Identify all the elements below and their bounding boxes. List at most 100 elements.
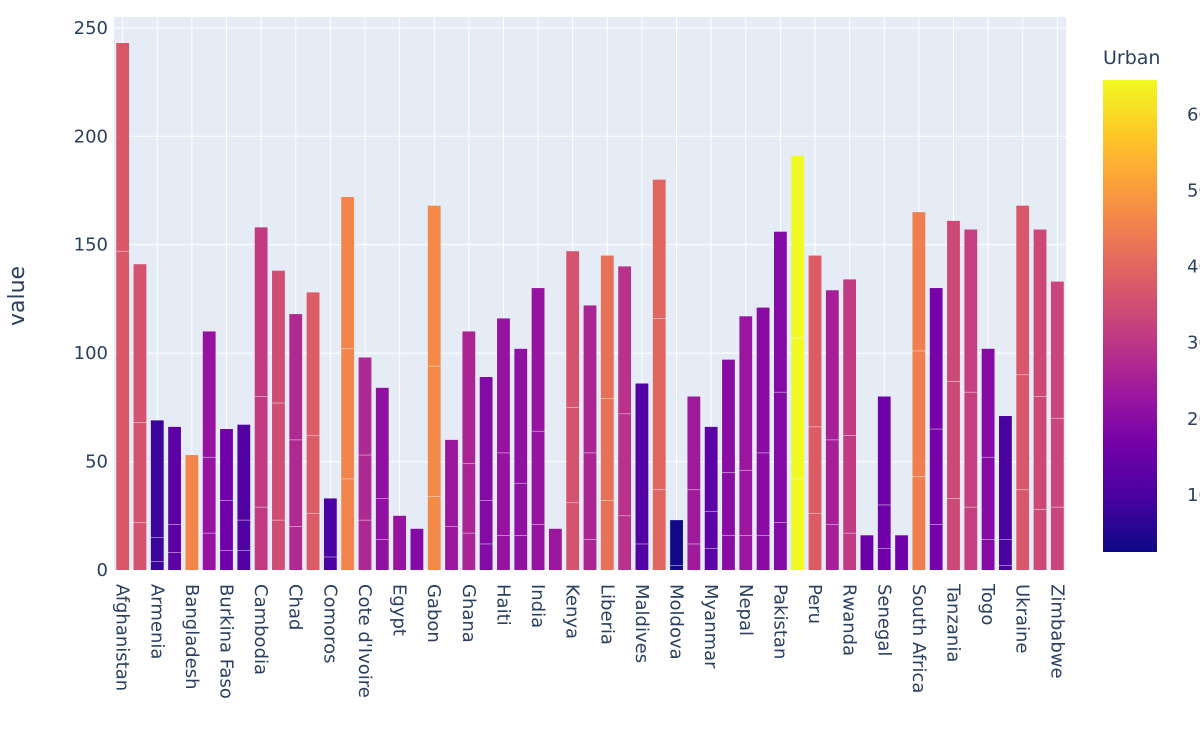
bar bbox=[981, 348, 995, 570]
y-tick-label: 100 bbox=[74, 343, 108, 364]
bar bbox=[237, 424, 251, 570]
bar bbox=[895, 535, 908, 570]
x-tick-label: Comoros bbox=[319, 584, 340, 664]
bar bbox=[739, 316, 753, 570]
x-tick-label: Myanmar bbox=[700, 584, 721, 669]
colorbar-tick-label: 50 bbox=[1187, 180, 1200, 201]
x-tick-label: Gabon bbox=[423, 584, 444, 643]
x-tick-label: Senegal bbox=[873, 584, 894, 656]
bar bbox=[843, 279, 857, 570]
bar bbox=[687, 396, 701, 570]
bar bbox=[600, 255, 614, 571]
colorbar-tick-label: 40 bbox=[1187, 257, 1200, 278]
bar bbox=[323, 498, 337, 570]
bar bbox=[185, 455, 199, 570]
x-tick-label: Liberia bbox=[596, 584, 617, 645]
bar bbox=[168, 426, 181, 570]
bar bbox=[133, 264, 147, 570]
colorbar bbox=[1103, 80, 1157, 552]
bar bbox=[479, 376, 493, 570]
bar bbox=[756, 307, 770, 570]
bar bbox=[652, 179, 666, 570]
y-tick-label: 150 bbox=[74, 235, 108, 256]
x-tick-label: Ukraine bbox=[1012, 584, 1033, 654]
colorbar-tick-label: 10 bbox=[1187, 485, 1200, 506]
x-tick-label: Kenya bbox=[562, 584, 583, 639]
bar bbox=[150, 420, 164, 570]
x-tick-label: Rwanda bbox=[839, 584, 860, 656]
bar bbox=[635, 383, 649, 570]
bar bbox=[1033, 229, 1047, 570]
bar bbox=[289, 314, 303, 570]
bar bbox=[791, 155, 805, 570]
bar bbox=[375, 387, 389, 570]
bar bbox=[272, 270, 285, 570]
bar bbox=[497, 318, 510, 570]
bar bbox=[566, 251, 580, 570]
x-tick-label: Nepal bbox=[735, 584, 756, 636]
bar bbox=[773, 231, 787, 570]
y-tick-label: 250 bbox=[74, 18, 108, 39]
x-tick-label: Haiti bbox=[492, 584, 513, 626]
bar bbox=[947, 220, 960, 570]
bar bbox=[306, 292, 320, 570]
bar bbox=[999, 416, 1012, 570]
bars bbox=[116, 43, 1064, 571]
x-axis-ticks: Afghanistan Armenia Bangladesh Burkina Faso… bbox=[112, 583, 1068, 699]
colorbar-tick-label: 60 bbox=[1187, 104, 1200, 125]
x-tick-label: Togo bbox=[977, 583, 998, 625]
bar bbox=[531, 288, 545, 570]
x-tick-label: Armenia bbox=[146, 584, 167, 659]
x-tick-label: Cote d'Ivoire bbox=[354, 584, 375, 698]
bar bbox=[358, 357, 372, 570]
y-axis-ticks: 0 50 100 150 200 250 bbox=[74, 18, 108, 581]
y-axis-title: value bbox=[5, 266, 30, 326]
bar bbox=[514, 348, 528, 570]
bar bbox=[1050, 281, 1064, 570]
bar bbox=[964, 229, 978, 570]
x-tick-label: Tanzania bbox=[942, 583, 963, 662]
bar bbox=[427, 205, 441, 570]
x-tick-label: Bangladesh bbox=[181, 584, 202, 690]
bar bbox=[410, 528, 424, 570]
x-tick-label: India bbox=[527, 584, 548, 628]
colorbar-tick-label: 30 bbox=[1187, 333, 1200, 354]
x-tick-label: Ghana bbox=[458, 584, 479, 643]
bar bbox=[1016, 205, 1030, 570]
bar bbox=[341, 196, 355, 570]
bar bbox=[548, 528, 562, 570]
bar bbox=[670, 520, 683, 570]
bar bbox=[583, 305, 597, 570]
x-tick-label: Maldives bbox=[631, 584, 652, 663]
bar bbox=[704, 426, 718, 570]
colorbar-ticks: 10 20 30 40 50 60 bbox=[1187, 104, 1200, 506]
bar bbox=[722, 359, 735, 570]
colorbar-title: Urban bbox=[1103, 47, 1160, 69]
bar bbox=[808, 255, 822, 571]
bar bbox=[254, 227, 268, 570]
colorbar-tick-label: 20 bbox=[1187, 409, 1200, 430]
x-tick-label: Burkina Faso bbox=[216, 584, 237, 699]
x-tick-label: Egypt bbox=[389, 584, 410, 636]
bar bbox=[445, 439, 458, 570]
x-tick-label: Moldova bbox=[666, 584, 687, 660]
x-tick-label: South Africa bbox=[908, 584, 929, 693]
bar bbox=[618, 266, 632, 570]
bar bbox=[825, 290, 839, 570]
bar bbox=[202, 331, 216, 570]
bar bbox=[220, 429, 233, 570]
bar bbox=[912, 212, 926, 571]
bar bbox=[860, 535, 874, 570]
y-tick-label: 50 bbox=[85, 452, 108, 473]
x-tick-label: Pakistan bbox=[769, 584, 790, 659]
bar bbox=[393, 515, 407, 570]
bar bbox=[116, 43, 130, 570]
x-tick-label: Chad bbox=[285, 584, 306, 630]
x-tick-label: Cambodia bbox=[250, 584, 271, 675]
y-tick-label: 200 bbox=[74, 126, 108, 147]
x-tick-label: Afghanistan bbox=[112, 584, 133, 691]
bar bbox=[462, 331, 476, 570]
bar bbox=[877, 396, 891, 570]
y-tick-label: 0 bbox=[97, 560, 108, 581]
